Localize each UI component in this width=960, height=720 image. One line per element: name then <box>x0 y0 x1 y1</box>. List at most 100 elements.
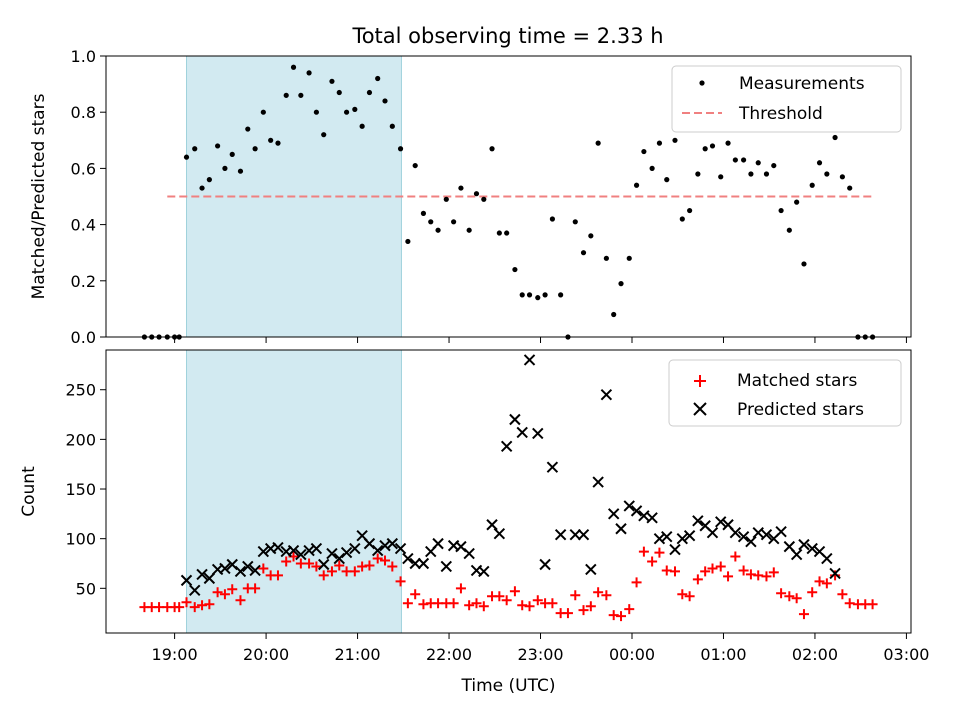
matched-star-point <box>761 571 772 582</box>
measurement-point <box>199 185 205 191</box>
y-tick-label: 100 <box>65 530 96 549</box>
matched-star-point <box>562 608 573 619</box>
measurement-point <box>618 281 624 287</box>
predicted-star-point <box>523 354 536 366</box>
matched-star-point <box>380 555 391 566</box>
matched-star-point <box>464 600 475 611</box>
legend-predicted-label: Predicted stars <box>737 400 864 420</box>
count-axis-ticks: 50 100 150 200 250 19:00 20:00 21:00 22:00 23:00 0… <box>65 381 929 664</box>
measurement-point <box>595 140 601 146</box>
matched-star-point <box>509 586 520 597</box>
measurement-point <box>771 162 777 169</box>
measurement-point <box>778 207 784 214</box>
matched-star-point <box>212 587 223 598</box>
measurement-point <box>336 89 342 96</box>
predicted-star-point <box>829 567 841 580</box>
ratio-y-axis-label: Matched/Predicted stars <box>29 93 49 299</box>
measurement-point <box>755 160 761 166</box>
matched-star-point <box>402 598 413 609</box>
y-tick-label: 0.6 <box>71 159 96 178</box>
matched-star-point <box>593 587 604 598</box>
measurement-point <box>588 233 594 239</box>
matched-star-point <box>677 589 688 600</box>
measurement-point <box>192 146 198 152</box>
predicted-star-point <box>676 532 689 545</box>
matched-star-point <box>631 577 642 588</box>
legend-measurement-label: Measurements <box>739 74 865 94</box>
count-marks <box>139 354 878 622</box>
x-tick-label: 01:00 <box>700 645 746 664</box>
predicted-star-point <box>463 547 475 560</box>
predicted-star-point <box>646 512 658 524</box>
matched-star-point <box>738 565 749 576</box>
measurement-point <box>412 162 418 169</box>
measurement-point <box>709 143 716 149</box>
measurement-point <box>329 78 335 84</box>
matched-star-point <box>501 595 512 606</box>
predicted-star-point <box>295 548 307 561</box>
measurement-point <box>558 292 564 298</box>
predicted-star-point <box>638 510 650 522</box>
predicted-star-point <box>630 505 643 517</box>
predicted-star-point <box>715 516 727 528</box>
measurement-point <box>740 157 747 163</box>
matched-star-point <box>837 589 848 600</box>
matched-star-point <box>326 566 337 577</box>
measurement-point <box>290 64 297 70</box>
x-tick-label: 00:00 <box>609 645 655 664</box>
measurement-point <box>206 177 212 183</box>
predicted-star-point <box>806 542 818 555</box>
y-tick-label: 1.0 <box>71 47 96 66</box>
matched-star-point <box>669 566 680 577</box>
y-tick-label: 150 <box>65 480 96 499</box>
predicted-star-point <box>585 563 597 576</box>
measurement-point <box>496 230 502 236</box>
matched-star-point <box>814 576 825 587</box>
predicted-star-point <box>180 574 193 587</box>
measurement-point <box>283 92 289 98</box>
measurement-point <box>748 171 754 177</box>
matched-star-point <box>791 593 802 604</box>
y-tick-label: 0.0 <box>71 328 96 347</box>
predicted-star-point <box>592 476 604 488</box>
count-y-axis-label: Count <box>19 466 39 517</box>
measurement-point <box>359 123 365 129</box>
measurement-point <box>732 157 738 163</box>
matched-star-point <box>524 601 535 612</box>
predicted-star-point <box>821 552 833 565</box>
x-tick-label: 19:00 <box>152 645 198 664</box>
measurement-point <box>702 146 708 152</box>
measurement-point <box>641 148 647 155</box>
predicted-star-point <box>249 564 261 577</box>
measurement-point <box>306 70 312 76</box>
predicted-star-point <box>798 538 810 551</box>
matched-star-point <box>478 601 489 612</box>
legend-threshold-label: Threshold <box>738 104 823 124</box>
matched-star-point <box>578 605 589 616</box>
predicted-star-point <box>760 528 773 541</box>
predicted-star-point <box>349 542 361 555</box>
measurement-point <box>222 165 228 171</box>
predicted-star-point <box>257 545 270 558</box>
measurement-point <box>603 255 609 261</box>
predicted-star-point <box>745 535 757 548</box>
ratio-plot-frame <box>105 55 912 338</box>
y-tick-label: 0.8 <box>71 103 96 122</box>
predicted-star-point <box>386 537 399 550</box>
matched-star-point <box>784 591 795 602</box>
matched-star-point <box>448 598 459 609</box>
matched-star-point <box>730 551 741 562</box>
measurement-point <box>298 92 304 98</box>
matched-star-point <box>821 578 832 589</box>
matched-star-point <box>258 563 269 574</box>
ratio-marks <box>141 64 876 340</box>
x-tick-label: 20:00 <box>243 645 289 664</box>
measurement-point <box>458 185 464 191</box>
matched-star-point <box>410 589 421 600</box>
predicted-star-point <box>234 565 247 578</box>
matched-star-point <box>692 574 703 585</box>
matched-star-point <box>311 561 322 572</box>
y-tick-label: 250 <box>65 381 96 400</box>
predicted-star-point <box>692 515 704 527</box>
